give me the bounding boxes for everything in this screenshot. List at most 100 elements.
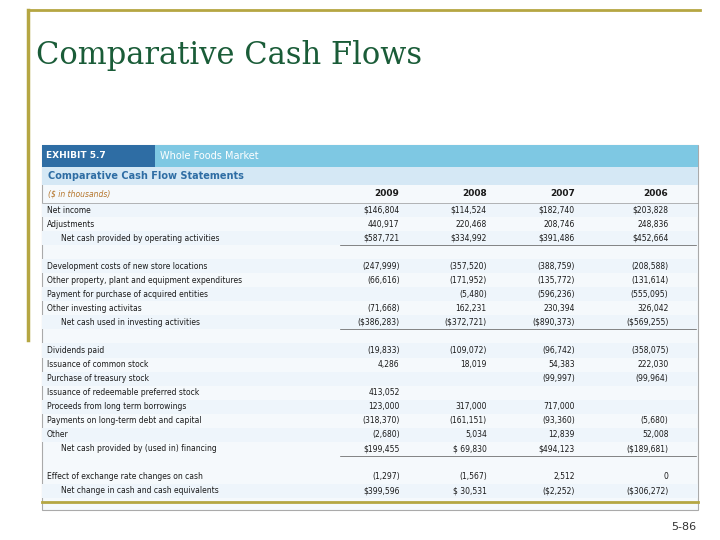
Text: $494,123: $494,123 — [539, 444, 575, 454]
Text: (131,614): (131,614) — [631, 276, 668, 285]
Text: Whole Foods Market: Whole Foods Market — [160, 151, 258, 161]
Text: 0: 0 — [664, 472, 668, 482]
Text: (96,742): (96,742) — [542, 346, 575, 355]
Text: 54,383: 54,383 — [548, 360, 575, 369]
FancyBboxPatch shape — [42, 343, 698, 357]
Text: Other property, plant and equipment expenditures: Other property, plant and equipment expe… — [47, 276, 242, 285]
Text: $391,486: $391,486 — [539, 234, 575, 242]
Text: EXHIBIT 5.7: EXHIBIT 5.7 — [46, 152, 106, 160]
Text: ($ in thousands): ($ in thousands) — [48, 190, 110, 199]
Text: (93,360): (93,360) — [542, 416, 575, 425]
Text: Development costs of new store locations: Development costs of new store locations — [47, 262, 207, 271]
Text: 2007: 2007 — [550, 190, 575, 199]
FancyBboxPatch shape — [42, 372, 698, 386]
Text: (555,095): (555,095) — [631, 290, 668, 299]
Text: ($306,272): ($306,272) — [626, 487, 668, 496]
Text: (99,997): (99,997) — [542, 374, 575, 383]
Text: 5-86: 5-86 — [671, 522, 696, 532]
Text: (1,567): (1,567) — [459, 472, 487, 482]
FancyBboxPatch shape — [42, 287, 698, 301]
Text: 220,468: 220,468 — [456, 220, 487, 228]
FancyBboxPatch shape — [42, 167, 698, 185]
Text: 230,394: 230,394 — [543, 304, 575, 313]
FancyBboxPatch shape — [42, 400, 698, 414]
Text: Comparative Cash Flows: Comparative Cash Flows — [36, 40, 422, 71]
Text: 18,019: 18,019 — [460, 360, 487, 369]
Text: 162,231: 162,231 — [456, 304, 487, 313]
FancyBboxPatch shape — [42, 315, 698, 329]
Text: (208,588): (208,588) — [631, 262, 668, 271]
FancyBboxPatch shape — [42, 231, 698, 245]
FancyBboxPatch shape — [42, 145, 155, 167]
Text: $399,596: $399,596 — [363, 487, 400, 496]
Text: ($890,373): ($890,373) — [532, 318, 575, 327]
Text: $452,664: $452,664 — [632, 234, 668, 242]
Text: (71,668): (71,668) — [367, 304, 400, 313]
Text: 326,042: 326,042 — [637, 304, 668, 313]
Text: Other: Other — [47, 430, 68, 439]
Text: 413,052: 413,052 — [368, 388, 400, 397]
Text: (388,759): (388,759) — [537, 262, 575, 271]
Text: 52,008: 52,008 — [642, 430, 668, 439]
Text: (5,680): (5,680) — [641, 416, 668, 425]
Text: 2006: 2006 — [644, 190, 668, 199]
Text: (358,075): (358,075) — [631, 346, 668, 355]
Text: 123,000: 123,000 — [368, 402, 400, 411]
Text: (357,520): (357,520) — [449, 262, 487, 271]
Text: 222,030: 222,030 — [637, 360, 668, 369]
Text: ($386,283): ($386,283) — [357, 318, 400, 327]
FancyBboxPatch shape — [42, 145, 698, 510]
Text: 717,000: 717,000 — [543, 402, 575, 411]
Text: 317,000: 317,000 — [455, 402, 487, 411]
Text: Net cash used in investing activities: Net cash used in investing activities — [61, 318, 200, 327]
Text: (109,072): (109,072) — [449, 346, 487, 355]
Text: $ 30,531: $ 30,531 — [453, 487, 487, 496]
Text: (5,480): (5,480) — [459, 290, 487, 299]
FancyBboxPatch shape — [155, 145, 698, 167]
Text: (596,236): (596,236) — [537, 290, 575, 299]
Text: (161,151): (161,151) — [450, 416, 487, 425]
Text: $146,804: $146,804 — [364, 206, 400, 214]
Text: $ 69,830: $ 69,830 — [453, 444, 487, 454]
FancyBboxPatch shape — [42, 428, 698, 442]
Text: $114,524: $114,524 — [451, 206, 487, 214]
Text: (19,833): (19,833) — [367, 346, 400, 355]
Text: Dividends paid: Dividends paid — [47, 346, 104, 355]
FancyBboxPatch shape — [42, 203, 698, 217]
Text: 5,034: 5,034 — [465, 430, 487, 439]
Text: 2009: 2009 — [374, 190, 400, 199]
Text: (135,772): (135,772) — [537, 276, 575, 285]
Text: 248,836: 248,836 — [637, 220, 668, 228]
FancyBboxPatch shape — [42, 259, 698, 273]
Text: ($189,681): ($189,681) — [626, 444, 668, 454]
Text: Purchase of treasury stock: Purchase of treasury stock — [47, 374, 149, 383]
Text: (2,680): (2,680) — [372, 430, 400, 439]
Text: $334,992: $334,992 — [451, 234, 487, 242]
Text: Net change in cash and cash equivalents: Net change in cash and cash equivalents — [61, 487, 219, 496]
Text: Adjustments: Adjustments — [47, 220, 95, 228]
Text: (1,297): (1,297) — [372, 472, 400, 482]
Text: Net income: Net income — [47, 206, 91, 214]
Text: Net cash provided by (used in) financing: Net cash provided by (used in) financing — [61, 444, 217, 454]
Text: Payment for purchase of acquired entities: Payment for purchase of acquired entitie… — [47, 290, 208, 299]
Text: ($2,252): ($2,252) — [542, 487, 575, 496]
Text: ($569,255): ($569,255) — [626, 318, 668, 327]
Text: 2008: 2008 — [462, 190, 487, 199]
Text: Proceeds from long term borrowings: Proceeds from long term borrowings — [47, 402, 186, 411]
Text: 208,746: 208,746 — [544, 220, 575, 228]
Text: (318,370): (318,370) — [362, 416, 400, 425]
Text: Net cash provided by operating activities: Net cash provided by operating activitie… — [61, 234, 220, 242]
Text: 4,286: 4,286 — [378, 360, 400, 369]
Text: Issuance of common stock: Issuance of common stock — [47, 360, 148, 369]
Text: (66,616): (66,616) — [367, 276, 400, 285]
Text: ($372,721): ($372,721) — [445, 318, 487, 327]
Text: $182,740: $182,740 — [539, 206, 575, 214]
Text: 440,917: 440,917 — [368, 220, 400, 228]
Text: Comparative Cash Flow Statements: Comparative Cash Flow Statements — [48, 171, 244, 181]
FancyBboxPatch shape — [42, 484, 698, 498]
Text: Issuance of redeemable preferred stock: Issuance of redeemable preferred stock — [47, 388, 199, 397]
Text: (171,952): (171,952) — [449, 276, 487, 285]
Text: $203,828: $203,828 — [632, 206, 668, 214]
Text: Payments on long-term debt and capital: Payments on long-term debt and capital — [47, 416, 202, 425]
Text: Effect of exchange rate changes on cash: Effect of exchange rate changes on cash — [47, 472, 203, 482]
